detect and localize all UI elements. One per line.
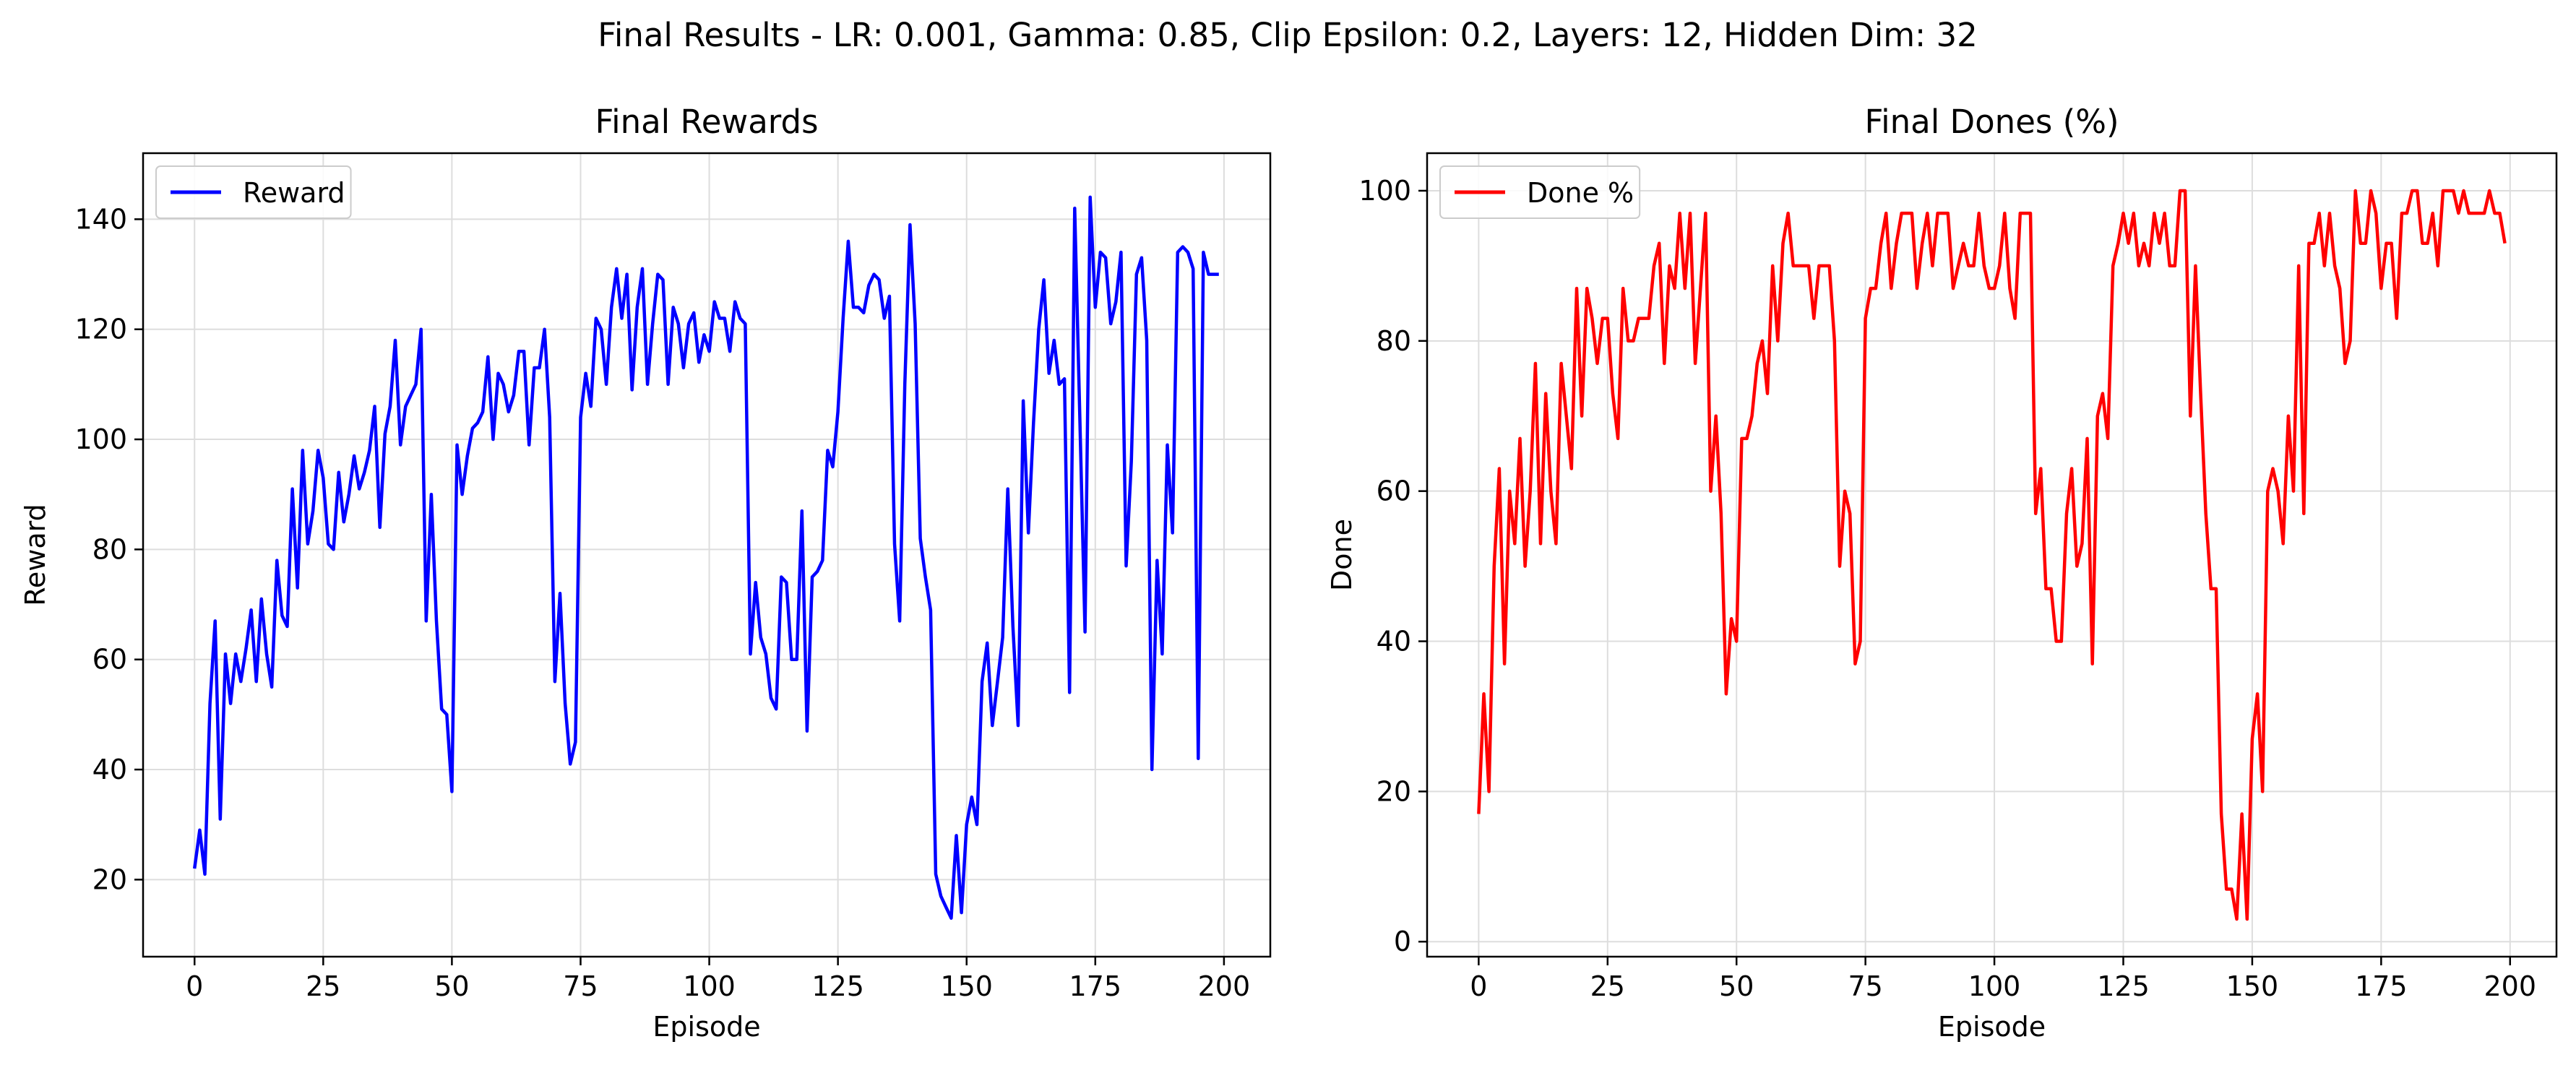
rewards-x-tick-label: 75: [563, 970, 598, 1002]
rewards-legend-box: [155, 165, 352, 219]
dones-legend: Done %: [1439, 165, 1641, 219]
dones-line-layer: [1477, 189, 2507, 921]
dones-x-tick-label: 50: [1719, 970, 1754, 1002]
rewards-y-tick-label: 80: [92, 533, 127, 565]
rewards-y-tick-label: 100: [74, 423, 127, 455]
dones-legend-label: Done %: [1527, 177, 1634, 209]
dones-x-tick-label: 150: [2226, 970, 2279, 1002]
dones-ticks: 0 25 50 75 100 125 150 175 200 0 20 40 60 80 100: [1358, 175, 2536, 1002]
figure-title: Final Results - LR: 0.001, Gamma: 0.85, …: [598, 16, 1978, 54]
dones-title: Final Dones (%): [1864, 103, 2119, 141]
rewards-y-tick-label: 120: [74, 314, 127, 345]
rewards-legend-label: Reward: [243, 177, 345, 209]
dones-x-tick-label: 25: [1590, 970, 1625, 1002]
dones-grid: [1427, 153, 2556, 957]
dones-y-tick-label: 20: [1377, 775, 1411, 807]
rewards-panel: 0 25 50 75 100 125 150 175 20020406080100120140 …: [20, 103, 1272, 1043]
dones-legend-box: [1439, 165, 1641, 219]
dones-x-tick-label: 125: [2097, 970, 2150, 1002]
dones-x-axis-label: Episode: [1938, 1011, 2046, 1043]
rewards-axes-frame: [142, 152, 1272, 958]
dones-axes-frame: [1426, 152, 2558, 958]
rewards-y-tick-label: 140: [74, 203, 127, 235]
dones-y-tick-label: 40: [1377, 626, 1411, 658]
rewards-y-axis-label: Reward: [20, 504, 51, 606]
rewards-series-line-0: [192, 195, 1219, 920]
dones-y-tick-label: 80: [1377, 325, 1411, 357]
rewards-x-tick-label: 125: [811, 970, 864, 1002]
rewards-x-tick-label: 200: [1198, 970, 1251, 1002]
dones-y-axis-label: Done: [1326, 519, 1358, 591]
dones-x-tick-label: 0: [1470, 970, 1487, 1002]
dones-y-tick-label: 100: [1358, 175, 1411, 207]
rewards-x-tick-label: 0: [186, 970, 203, 1002]
dones-x-tick-label: 175: [2355, 970, 2408, 1002]
dones-series-line-0: [1477, 189, 2507, 921]
rewards-x-tick-label: 150: [940, 970, 993, 1002]
rewards-x-axis-label: Episode: [652, 1011, 760, 1043]
dones-panel: 0 25 50 75 100 125 150 175 200 0 20 40 60 80 100 Final…: [1326, 103, 2558, 1043]
rewards-title: Final Rewards: [595, 103, 818, 141]
dones-x-tick-label: 75: [1848, 970, 1882, 1002]
dones-y-tick-label: 60: [1377, 475, 1411, 507]
dones-y-tick-label: 0: [1394, 926, 1411, 957]
rewards-x-tick-label: 50: [434, 970, 469, 1002]
rewards-line-layer: [192, 195, 1219, 920]
rewards-ticks: 0 25 50 75 100 125 150 175 200 20 40 60 80 100 120 140: [74, 203, 1250, 1002]
dones-x-tick-label: 100: [1968, 970, 2021, 1002]
rewards-legend: Reward: [155, 165, 352, 219]
rewards-x-tick-label: 25: [306, 970, 340, 1002]
rewards-y-tick-label: 60: [92, 644, 127, 676]
rewards-x-tick-label: 100: [683, 970, 736, 1002]
rewards-y-tick-label: 40: [92, 754, 127, 785]
rewards-x-tick-label: 175: [1069, 970, 1122, 1002]
dones-x-tick-label: 200: [2484, 970, 2537, 1002]
rewards-y-tick-label: 20: [92, 863, 127, 895]
